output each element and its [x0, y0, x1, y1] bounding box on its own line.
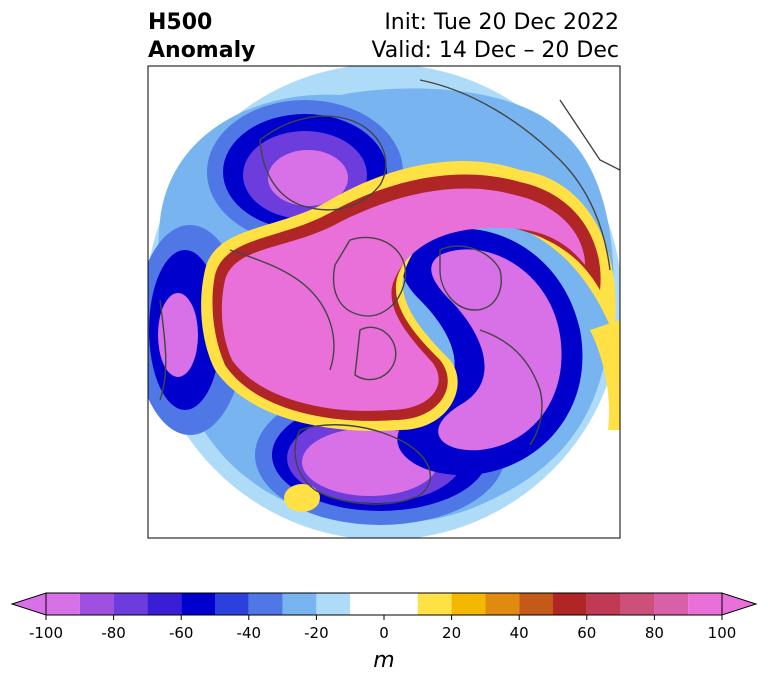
colorbar-segments [10, 592, 758, 616]
colorbar-tick-label: -40 [237, 624, 262, 642]
title-line-1: H500 [148, 10, 213, 35]
colorbar-tick-label: 20 [442, 624, 461, 642]
colorbar-segment [215, 593, 249, 615]
colorbar-extend-max [721, 592, 758, 616]
colorbar-segment [519, 593, 553, 615]
colorbar-tick-label: -60 [169, 624, 194, 642]
colorbar-segment [113, 593, 148, 615]
neg-center-europe-core [431, 249, 562, 451]
valid-label: Valid: 14 Dec – 20 Dec [371, 38, 619, 63]
colorbar-segment [485, 593, 520, 615]
chart-title: H500 Anomaly [148, 9, 255, 65]
colorbar-tick-label: 40 [510, 624, 529, 642]
colorbar-segment [688, 593, 722, 615]
colorbar-tick-label: -80 [101, 624, 126, 642]
colorbar-tick-label: 0 [379, 624, 389, 642]
colorbar-segment [147, 593, 182, 615]
colorbar-segment [654, 593, 689, 615]
colorbar-segment [46, 593, 80, 615]
init-label: Init: Tue 20 Dec 2022 [384, 10, 619, 35]
colorbar-segment [417, 593, 452, 615]
colorbar-segment [451, 593, 486, 615]
colorbar-segment [350, 593, 418, 615]
pos-ridge-core [221, 188, 585, 411]
colorbar-tick-label: 80 [645, 624, 664, 642]
colorbar-tick-label: 60 [577, 624, 596, 642]
colorbar-tick-label: 100 [708, 624, 737, 642]
colorbar-ticks: -100 -80 -60 -40 -20 0 20 40 60 80 100 [29, 615, 736, 642]
colorbar-segment [316, 593, 351, 615]
colorbar-segment [181, 593, 215, 615]
colorbar-segment [586, 593, 621, 615]
colorbar-tick-label: -100 [29, 624, 63, 642]
colorbar-tick-label: -20 [304, 624, 329, 642]
chart-subtitle: Init: Tue 20 Dec 2022 Valid: 14 Dec – 20… [371, 9, 619, 65]
neg-center-pacific-core [158, 293, 198, 377]
map-frame [147, 65, 621, 539]
colorbar-segment [282, 593, 317, 615]
colorbar-extend-min [10, 592, 47, 616]
neg-center-west-canada-core [268, 150, 348, 206]
colorbar-unit-label: m [373, 648, 394, 673]
pos-center-right-edge [590, 320, 620, 430]
title-line-2: Anomaly [148, 38, 256, 63]
colorbar-segment [79, 593, 114, 615]
anomaly-map [147, 65, 621, 539]
colorbar-segment [620, 593, 655, 615]
coastlines [159, 79, 620, 505]
pos-center-small [284, 484, 320, 512]
colorbar-segment [553, 593, 587, 615]
colorbar-segment [248, 593, 283, 615]
